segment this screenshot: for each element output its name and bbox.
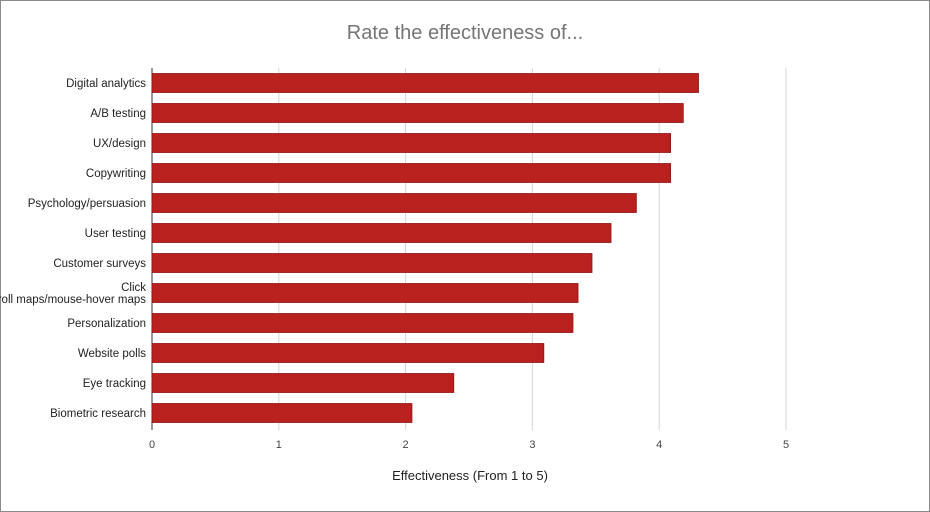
x-tick-label: 0 <box>149 439 155 451</box>
category-label: Biometric research <box>50 408 146 420</box>
category-label: A/B testing <box>90 108 146 120</box>
bar <box>151 313 574 333</box>
category-label: Personalization <box>67 318 146 330</box>
chart-title: Rate the effectiveness of... <box>346 22 584 44</box>
x-tick-label: 4 <box>656 439 662 451</box>
bar <box>151 403 413 423</box>
category-label: Clickmaps/scroll maps/mouse-hover maps <box>0 282 146 306</box>
category-label: UX/design <box>93 138 146 150</box>
category-label: User testing <box>85 228 146 240</box>
category-label: Digital analytics <box>66 78 146 90</box>
category-label: Psychology/persuasion <box>28 198 146 210</box>
bar <box>151 373 455 393</box>
bar <box>151 73 699 93</box>
bar <box>151 103 684 123</box>
x-tick-label: 3 <box>529 439 535 451</box>
x-axis-label: Effectiveness (From 1 to 5) <box>392 468 548 483</box>
bar <box>151 193 637 213</box>
bar <box>151 133 672 153</box>
category-label: Eye tracking <box>83 378 146 390</box>
bar <box>151 223 612 243</box>
bar <box>151 163 672 183</box>
x-tick-label: 5 <box>783 439 789 451</box>
category-label: Customer surveys <box>53 258 146 270</box>
bar <box>151 283 579 303</box>
bar <box>151 343 545 363</box>
x-tick-label: 2 <box>403 439 409 451</box>
bar <box>151 253 593 273</box>
x-tick-label: 1 <box>276 439 282 451</box>
category-label: Website polls <box>78 348 146 360</box>
category-label: Copywriting <box>86 168 146 180</box>
